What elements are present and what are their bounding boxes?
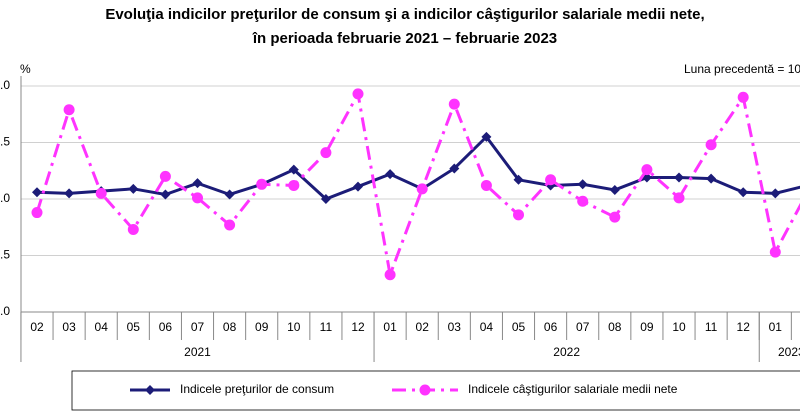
y-tick-label: 99.0 xyxy=(0,304,10,318)
point xyxy=(320,194,331,204)
point xyxy=(95,187,107,199)
x-tick-label: 04 xyxy=(95,320,109,334)
point xyxy=(160,189,171,200)
x-group-label: 2022 xyxy=(553,345,580,359)
point xyxy=(641,164,653,176)
legend-box xyxy=(71,370,800,411)
point xyxy=(127,224,139,236)
x-tick-label: 07 xyxy=(191,320,205,334)
x-tick-label: 05 xyxy=(127,320,141,334)
point xyxy=(63,104,75,116)
point xyxy=(673,192,685,204)
point xyxy=(769,246,781,258)
x-tick-label: 09 xyxy=(255,320,269,334)
x-tick-label: 04 xyxy=(480,320,494,334)
y-tick-label: 100.0 xyxy=(0,191,10,205)
x-tick-label: 10 xyxy=(287,320,301,334)
x-tick-label: 01 xyxy=(769,320,783,334)
point xyxy=(224,189,235,200)
series-line xyxy=(35,89,800,281)
x-tick-label: 06 xyxy=(544,320,558,334)
annotation: Luna precedentă = 100 xyxy=(684,62,800,76)
x-tick-label: 06 xyxy=(159,320,173,334)
point xyxy=(481,131,492,142)
x-group-label: 2023 xyxy=(778,345,800,359)
point xyxy=(609,184,620,195)
point xyxy=(416,183,428,195)
legend-label: Indicele preţurilor de consum xyxy=(180,382,334,396)
point xyxy=(192,192,203,204)
point xyxy=(128,183,139,194)
legend-label: Indicele câştigurilor salariale medii ne… xyxy=(468,382,678,396)
point xyxy=(419,384,431,396)
y-tick-label: 99.5 xyxy=(0,248,10,262)
x-tick-label: 07 xyxy=(576,320,590,334)
x-tick-label: 03 xyxy=(448,320,462,334)
x-group-label: 2021 xyxy=(184,345,211,359)
x-tick-label: 09 xyxy=(640,320,654,334)
point xyxy=(352,88,364,100)
chart-subtitle: în perioada februarie 2021 – februarie 2… xyxy=(252,30,557,47)
x-tick-label: 01 xyxy=(383,320,397,334)
x-tick-label: 03 xyxy=(62,320,76,334)
point xyxy=(385,169,396,180)
x-tick-label: 02 xyxy=(416,320,430,334)
point xyxy=(545,174,557,186)
x-tick-label: 02 xyxy=(30,320,44,334)
point xyxy=(577,179,588,190)
point xyxy=(770,188,781,199)
point xyxy=(31,207,43,219)
y-axis-label: % xyxy=(20,62,31,76)
x-tick-label: 10 xyxy=(672,320,686,334)
point xyxy=(145,385,155,395)
point xyxy=(577,195,589,207)
point xyxy=(513,209,524,221)
point xyxy=(706,173,717,184)
point xyxy=(224,219,236,231)
point xyxy=(288,179,300,191)
point xyxy=(705,139,717,151)
x-tick-label: 08 xyxy=(223,320,237,334)
y-tick-label: 100.5 xyxy=(0,135,10,149)
point xyxy=(448,98,460,110)
point xyxy=(737,91,749,103)
point xyxy=(353,181,363,192)
point xyxy=(480,179,492,191)
point xyxy=(609,211,621,223)
point xyxy=(384,269,396,281)
x-tick-label: 11 xyxy=(320,320,333,334)
point xyxy=(674,172,684,183)
point xyxy=(64,188,75,199)
point xyxy=(288,164,299,175)
x-tick-label: 08 xyxy=(608,320,622,334)
x-tick-label: 12 xyxy=(737,320,751,334)
x-tick-label: 12 xyxy=(351,320,365,334)
x-tick-label: 11 xyxy=(705,320,718,334)
point xyxy=(256,178,268,190)
point xyxy=(32,187,42,198)
point xyxy=(320,147,332,159)
chart-title: Evoluţia indicilor preţurilor de consum … xyxy=(105,6,704,23)
x-tick-label: 05 xyxy=(512,320,526,334)
point xyxy=(159,170,171,182)
point xyxy=(513,174,524,185)
point xyxy=(738,187,749,198)
point xyxy=(192,178,203,189)
y-tick-label: 101.0 xyxy=(0,78,10,92)
point xyxy=(449,163,460,174)
